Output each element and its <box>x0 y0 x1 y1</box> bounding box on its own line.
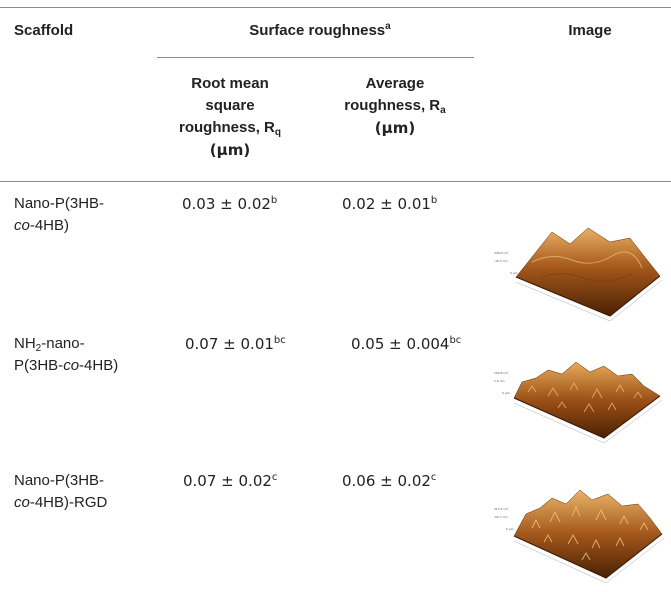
header-bottom-rule <box>0 181 671 182</box>
surface-roughness-rule <box>157 57 474 58</box>
row3-rq: 0.07 ± 0.02c <box>183 472 278 490</box>
row3-ra: 0.06 ± 0.02c <box>342 472 437 490</box>
row3-scaffold: Nano-P(3HB- co-4HB)-RGD <box>14 472 108 511</box>
header-ra: Average roughness, Ra (μm) <box>344 75 446 137</box>
afm-image-row2: 160.8 nm 1.6 nm 5 μm <box>492 352 668 448</box>
svg-text:-16.3 nm: -16.3 nm <box>494 259 508 263</box>
table-top-rule <box>0 7 671 8</box>
header-surface-roughness: Surface roughnessa <box>249 21 391 40</box>
row2-ra: 0.05 ± 0.004bc <box>351 335 462 353</box>
afm-image-row1: 248.3 nm -16.3 nm 5 μm <box>492 222 668 322</box>
row1-rq: 0.03 ± 0.02b <box>182 195 278 213</box>
svg-text:5 μm: 5 μm <box>502 391 510 395</box>
row2-rq: 0.07 ± 0.01bc <box>185 335 286 353</box>
row1-ra: 0.02 ± 0.01b <box>342 195 438 213</box>
afm-image-row3: 213.2 nm -62.7 nm 5 μm <box>492 484 668 588</box>
svg-text:5 μm: 5 μm <box>510 271 518 275</box>
header-rq: Root mean square roughness, Rq (μm) <box>179 75 281 159</box>
svg-text:5 μm: 5 μm <box>506 527 514 531</box>
row2-scaffold: NH2-nano- P(3HB-co-4HB) <box>14 335 119 374</box>
svg-text:213.2 nm: 213.2 nm <box>494 507 508 511</box>
header-image: Image <box>568 22 612 39</box>
svg-text:-62.7 nm: -62.7 nm <box>494 515 508 519</box>
svg-text:248.3 nm: 248.3 nm <box>494 251 508 255</box>
svg-text:1.6 nm: 1.6 nm <box>494 379 505 383</box>
svg-text:160.8 nm: 160.8 nm <box>494 371 508 375</box>
header-scaffold: Scaffold <box>14 22 74 39</box>
row1-scaffold: Nano-P(3HB- co-4HB) <box>14 195 105 234</box>
